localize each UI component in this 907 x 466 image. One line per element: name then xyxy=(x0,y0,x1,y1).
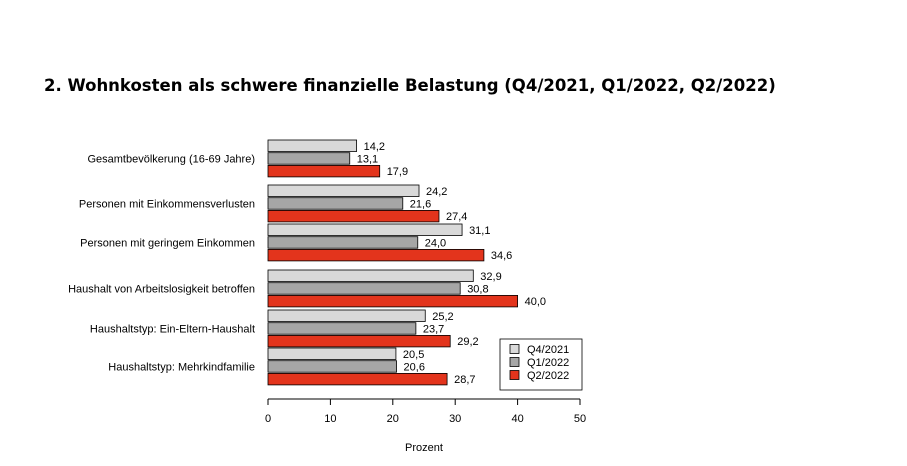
bar-value-label: 34,6 xyxy=(491,250,512,262)
legend-label: Q2/2022 xyxy=(527,370,569,382)
bar-value-label: 25,2 xyxy=(432,311,453,323)
legend-swatch xyxy=(509,344,520,354)
category-label: Gesamtbevölkerung (16-69 Jahre) xyxy=(87,153,255,165)
bar-value-label: 24,0 xyxy=(425,237,446,249)
bar xyxy=(267,248,485,262)
bar xyxy=(267,309,426,322)
bar-value-label: 14,2 xyxy=(364,141,385,153)
x-tick-label: 10 xyxy=(324,413,336,425)
bar-value-label: 31,1 xyxy=(469,225,490,237)
bar-value-label: 24,2 xyxy=(426,186,447,198)
category-label: Haushaltstyp: Ein-Eltern-Haushalt xyxy=(90,323,255,335)
x-tick-label: 40 xyxy=(511,413,523,425)
legend-swatch xyxy=(509,357,520,367)
bar-value-label: 20,6 xyxy=(404,361,425,373)
category-label: Personen mit geringem Einkommen xyxy=(80,237,255,249)
bar-value-label: 13,1 xyxy=(357,153,378,165)
bar xyxy=(267,347,397,360)
bar xyxy=(267,197,404,210)
bar-value-label: 32,9 xyxy=(480,271,501,283)
legend-label: Q1/2022 xyxy=(527,357,569,369)
bar xyxy=(267,360,397,373)
bar-value-label: 28,7 xyxy=(454,374,475,386)
x-axis-title: Prozent xyxy=(405,442,443,454)
bar xyxy=(267,152,351,165)
bar xyxy=(267,372,448,386)
bar xyxy=(267,282,461,295)
bar xyxy=(267,294,519,308)
category-label: Haushalt von Arbeitslosigkeit betroffen xyxy=(68,283,255,295)
x-tick-label: 0 xyxy=(265,413,271,425)
x-tick-label: 30 xyxy=(449,413,461,425)
x-tick-label: 20 xyxy=(387,413,399,425)
bar-value-label: 29,2 xyxy=(457,336,478,348)
bar xyxy=(267,209,440,223)
bar-value-label: 17,9 xyxy=(387,166,408,178)
bar xyxy=(267,322,417,335)
bar xyxy=(267,334,451,348)
bar xyxy=(267,236,419,249)
bar-value-label: 21,6 xyxy=(410,198,431,210)
bar xyxy=(267,139,358,152)
bar xyxy=(267,223,463,236)
bar xyxy=(267,164,381,178)
category-label: Haushaltstyp: Mehrkindfamilie xyxy=(108,361,255,373)
bar-value-label: 20,5 xyxy=(403,349,424,361)
x-tick-label: 50 xyxy=(574,413,586,425)
category-label: Personen mit Einkommensverlusten xyxy=(79,198,255,210)
bar-value-label: 23,7 xyxy=(423,323,444,335)
bar xyxy=(267,269,474,282)
chart-title: 2. Wohnkosten als schwere finanzielle Be… xyxy=(44,76,776,95)
bar-value-label: 40,0 xyxy=(525,296,546,308)
legend-label: Q4/2021 xyxy=(527,344,569,356)
bar xyxy=(267,184,420,197)
legend-swatch xyxy=(509,370,520,380)
bar-value-label: 27,4 xyxy=(446,211,467,223)
bar-value-label: 30,8 xyxy=(467,283,488,295)
